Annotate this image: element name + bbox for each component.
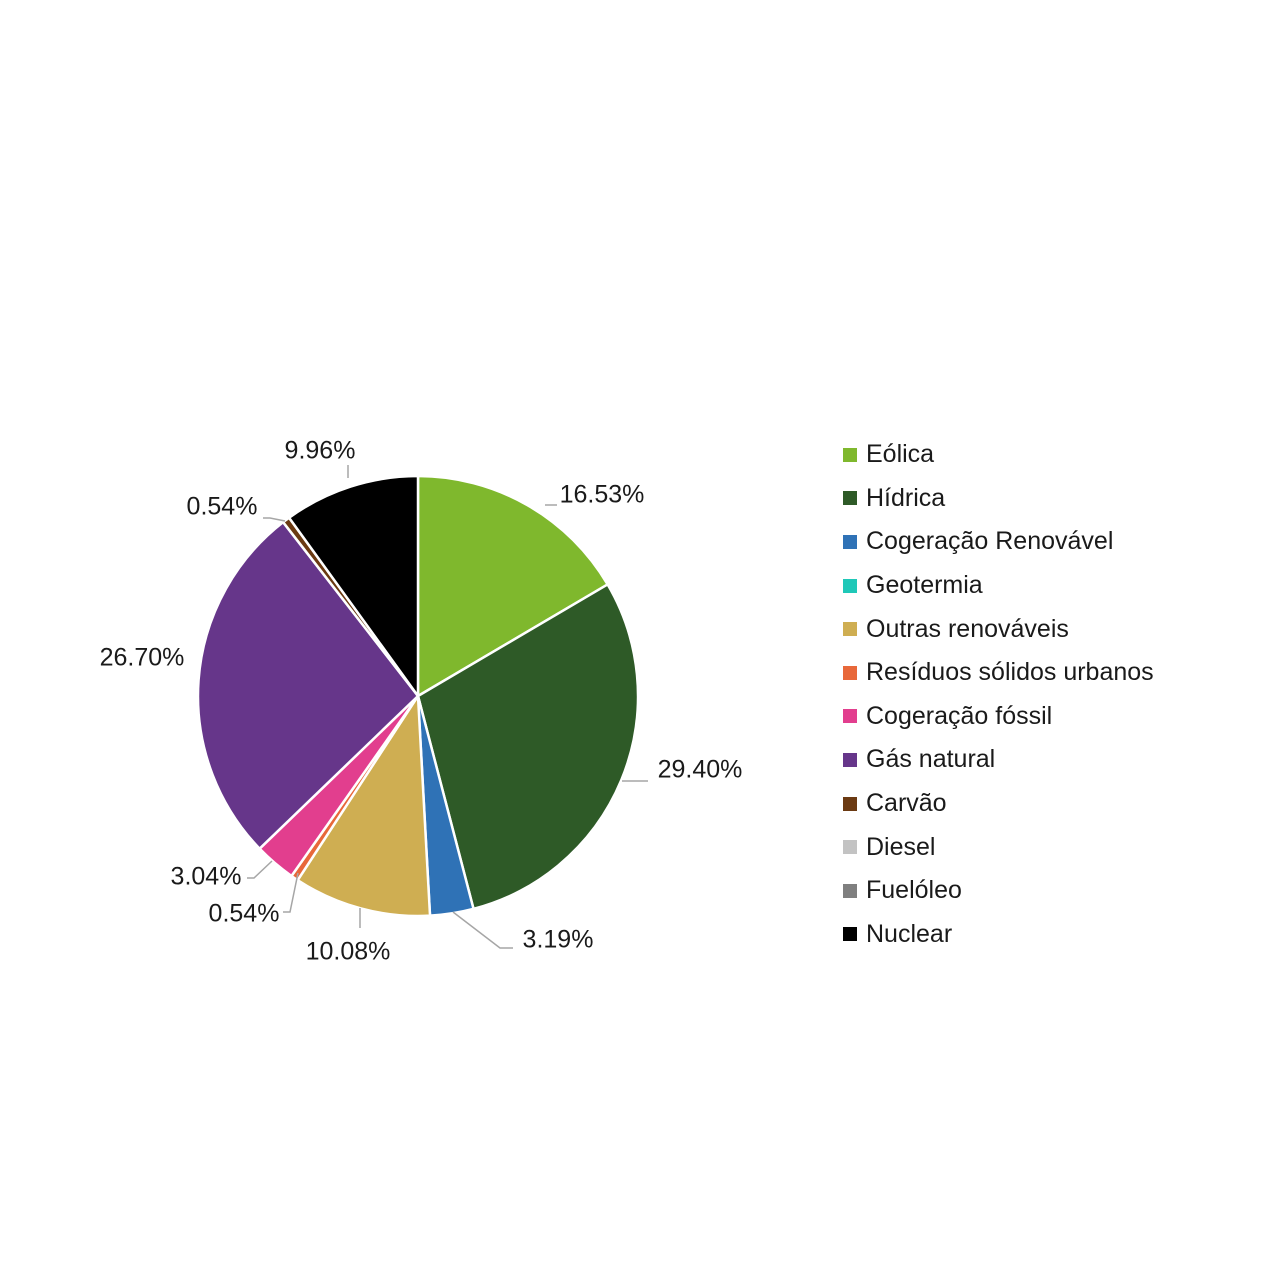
legend-label: Hídrica	[866, 483, 946, 512]
legend-swatch	[843, 752, 857, 767]
data-label-9: 0.54%	[187, 493, 258, 521]
legend-swatch	[843, 491, 857, 506]
legend-item-12: Nuclear	[843, 913, 1154, 957]
legend-swatch	[843, 927, 857, 942]
legend-label: Eólica	[866, 440, 935, 469]
legend-label: Diesel	[866, 832, 936, 861]
data-label-8: 26.70%	[100, 644, 185, 672]
legend-item-9: Carvão	[843, 782, 1154, 826]
legend-swatch	[843, 796, 857, 811]
data-label-12: 9.96%	[285, 437, 356, 465]
legend-item-3: Cogeração Renovável	[843, 520, 1154, 564]
legend-item-4: Geotermia	[843, 564, 1154, 608]
legend-item-2: Hídrica	[843, 477, 1154, 521]
data-label-2: 29.40%	[658, 756, 743, 784]
legend-swatch	[843, 622, 857, 637]
legend-item-8: Gás natural	[843, 738, 1154, 782]
legend-item-11: Fuelóleo	[843, 869, 1154, 913]
legend-item-10: Diesel	[843, 825, 1154, 869]
data-label-5: 10.08%	[306, 938, 391, 966]
pie-data-labels: 16.53% 29.40% 3.19% 10.08% 0.54% 3.04% 26.70% 0…	[100, 437, 743, 966]
pie-slice-5	[296, 694, 432, 918]
legend-label: Nuclear	[866, 919, 953, 948]
legend-label: Geotermia	[866, 571, 983, 600]
legend-swatch	[843, 534, 857, 549]
data-label-6: 0.54%	[209, 900, 280, 928]
legend-label: Cogeração Renovável	[866, 527, 1114, 556]
legend-swatch	[843, 709, 857, 724]
label-leader-lines	[247, 465, 648, 949]
pie-slice-2	[416, 583, 640, 911]
legend-item-7: Cogeração fóssil	[843, 695, 1154, 739]
legend-swatch	[843, 883, 857, 898]
leader-line-6	[283, 872, 299, 913]
legend-item-6: Resíduos sólidos urbanos	[843, 651, 1154, 695]
pie-slice-12	[287, 474, 420, 698]
leader-line-9	[263, 517, 286, 522]
data-label-3: 3.19%	[523, 926, 594, 954]
legend-swatch	[843, 447, 857, 462]
legend-label: Carvão	[866, 789, 947, 818]
legend-label: Cogeração fóssil	[866, 701, 1053, 730]
legend-swatch	[843, 578, 857, 593]
pie-slice-8	[196, 520, 420, 850]
pie-slice-1	[416, 474, 609, 698]
pie-slices	[196, 474, 640, 918]
legend-item-1: Eólica	[843, 433, 1154, 477]
legend-label: Fuelóleo	[866, 876, 962, 905]
leader-line-3	[452, 911, 513, 949]
legend-label: Outras renováveis	[866, 614, 1069, 643]
legend-swatch	[843, 840, 857, 855]
data-label-1: 16.53%	[560, 481, 645, 509]
legend-swatch	[843, 665, 857, 680]
legend-label: Gás natural	[866, 745, 996, 774]
data-label-7: 3.04%	[171, 863, 242, 891]
legend-item-5: Outras renováveis	[843, 607, 1154, 651]
leader-line-7	[247, 860, 273, 879]
legend: Eólica Hídrica Cogeração Renovável Geotermi…	[843, 433, 1154, 956]
legend-label: Resíduos sólidos urbanos	[866, 658, 1154, 687]
